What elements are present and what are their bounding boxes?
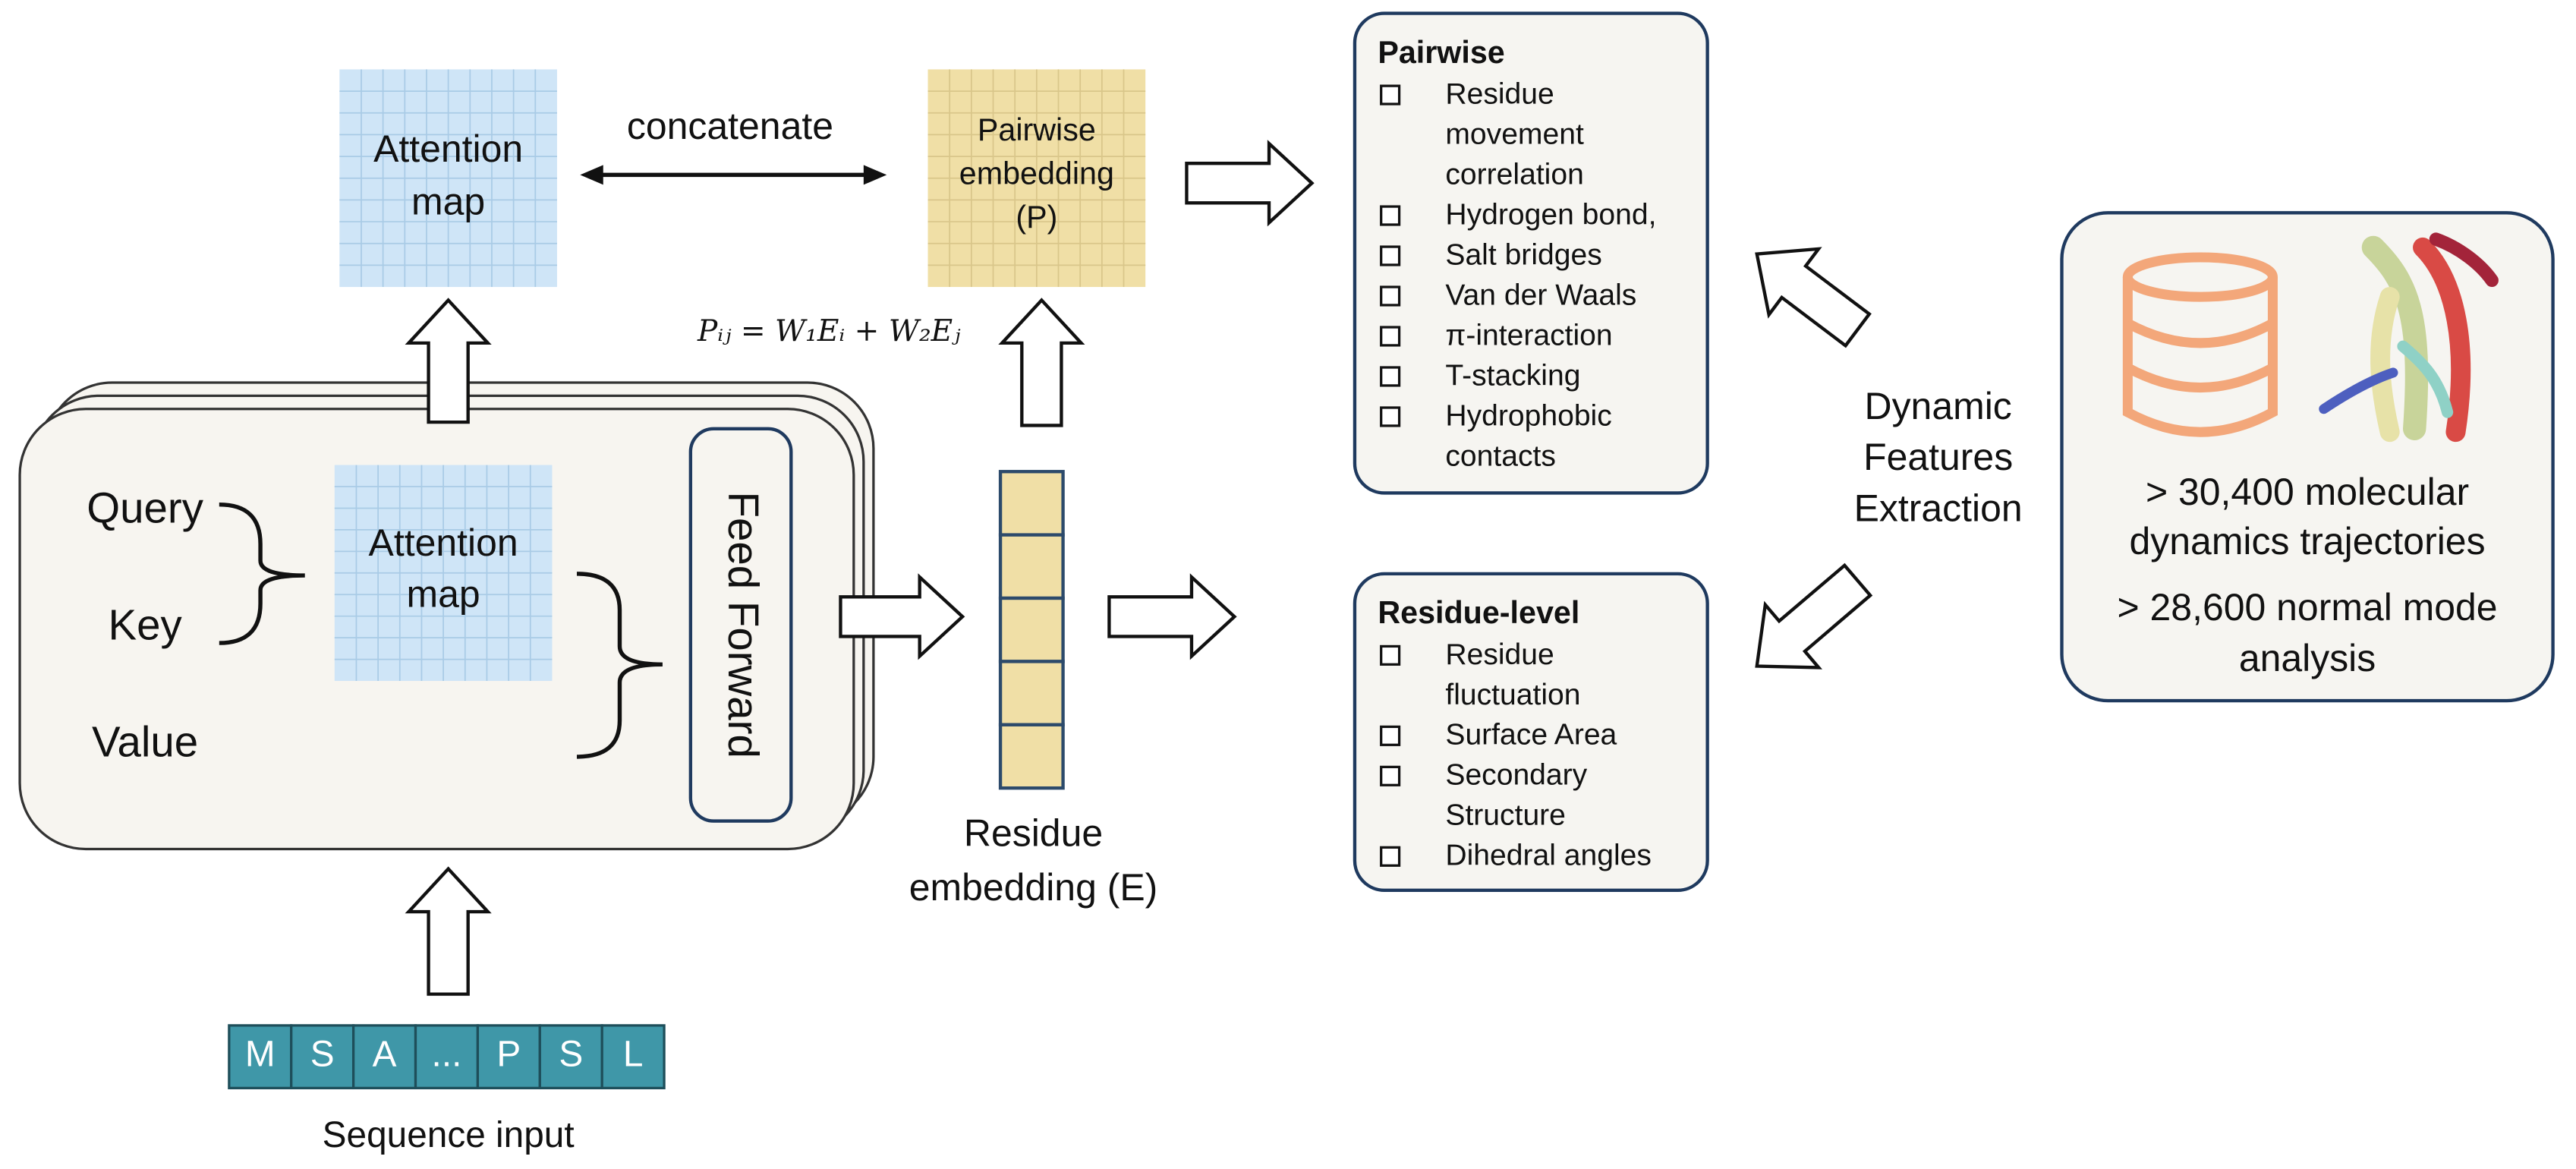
pairwise-embedding-label: embedding [959,156,1114,191]
data-source-text: analysis [2239,637,2376,679]
checkbox [1380,366,1401,387]
feature-item: Surface Area [1445,719,1617,752]
attention-map-label: Attention [373,128,523,170]
block-arrow [405,866,492,996]
encoder-input: Key [108,600,182,648]
encoder-input: Query [87,484,203,531]
extraction-label: Dynamic [1865,385,2012,427]
checkbox [1380,205,1401,226]
feature-item: movement [1445,118,1584,150]
feed-forward-label: Feed Forward [720,492,767,758]
checkbox [1380,765,1401,786]
checkbox [1380,285,1401,307]
checkbox [1380,406,1401,427]
embedding-cell [998,470,1065,537]
protein-structure [2319,232,2499,443]
pairwise-box [1353,11,1709,495]
sequence-cell [600,1024,666,1090]
box-title: Residue-level [1378,595,1579,630]
block-arrow [1755,247,1872,348]
residue-box [1353,572,1709,892]
block-arrow [405,298,492,424]
checkbox [1380,725,1401,746]
data-source-text: > 30,400 molecular [2146,471,2469,513]
pairwise-embedding-label: Pairwise [978,112,1096,147]
embedding-cell [998,533,1065,600]
sequence-cell [290,1024,355,1090]
box-title: Pairwise [1378,35,1504,70]
sequence-label: Sequence input [323,1115,575,1155]
block-arrow [839,573,965,660]
brace [577,572,663,759]
database-icon [2122,252,2278,437]
sequence-token: S [310,1035,335,1075]
sequence-token: A [373,1035,397,1075]
embedding-cell [998,660,1065,726]
attention-map-label: map [411,181,485,223]
embedding-cell [998,723,1065,790]
sequence-cell [538,1024,603,1090]
feature-item: Van der Waals [1445,279,1636,311]
sequence-cell [351,1024,417,1090]
extraction-label: Features [1863,436,2013,478]
sequence-cell [228,1024,293,1090]
feature-item: Residue [1445,638,1554,671]
feature-item: fluctuation [1445,679,1580,711]
sequence-token: L [623,1035,644,1075]
concatenate-label: concatenate [627,105,833,147]
arrow-head [580,165,603,185]
residue-embedding-label: embedding (E) [909,866,1158,909]
arrow-head [863,165,887,185]
data-source-box [2060,211,2555,703]
feature-item: Dihedral angles [1445,840,1652,872]
checkbox [1380,245,1401,266]
sequence-token: ... [432,1035,462,1075]
embedding-cell [998,596,1065,663]
sequence-token: M [245,1035,276,1075]
block-arrow [1755,562,1873,670]
residue-embedding-label: Residue [964,811,1103,854]
feature-item: π-interaction [1445,319,1612,351]
extraction-label: Extraction [1854,487,2023,530]
block-arrow [1185,140,1315,227]
feature-item: Hydrogen bond, [1445,198,1656,231]
attention-map-label: Attention [369,521,518,564]
attention-map-label: map [407,572,480,615]
feature-item: Structure [1445,799,1566,832]
checkbox [1380,326,1401,347]
encoder-input: Value [92,718,198,766]
feature-item: correlation [1445,158,1583,191]
feature-item: contacts [1445,440,1556,472]
checkbox [1380,84,1401,106]
checkbox [1380,644,1401,666]
formula: Pᵢⱼ = W₁Eᵢ + W₂Eⱼ [697,314,961,348]
pairwise-embedding-label: (P) [1016,200,1057,235]
feature-item: Hydrophobic [1445,399,1611,432]
feature-item: Salt bridges [1445,238,1601,271]
feature-item: Secondary [1445,759,1587,792]
feed-forward-box [688,427,793,823]
feature-item: T-stacking [1445,359,1580,392]
brace [219,502,305,645]
sequence-token: S [559,1035,583,1075]
data-source-text: > 28,600 normal mode [2118,586,2498,629]
data-source-text: dynamics trajectories [2130,520,2486,562]
block-arrow [998,298,1085,427]
feature-item: Residue [1445,77,1554,110]
checkbox [1380,846,1401,867]
block-arrow [1107,573,1237,660]
sequence-token: P [496,1035,521,1075]
